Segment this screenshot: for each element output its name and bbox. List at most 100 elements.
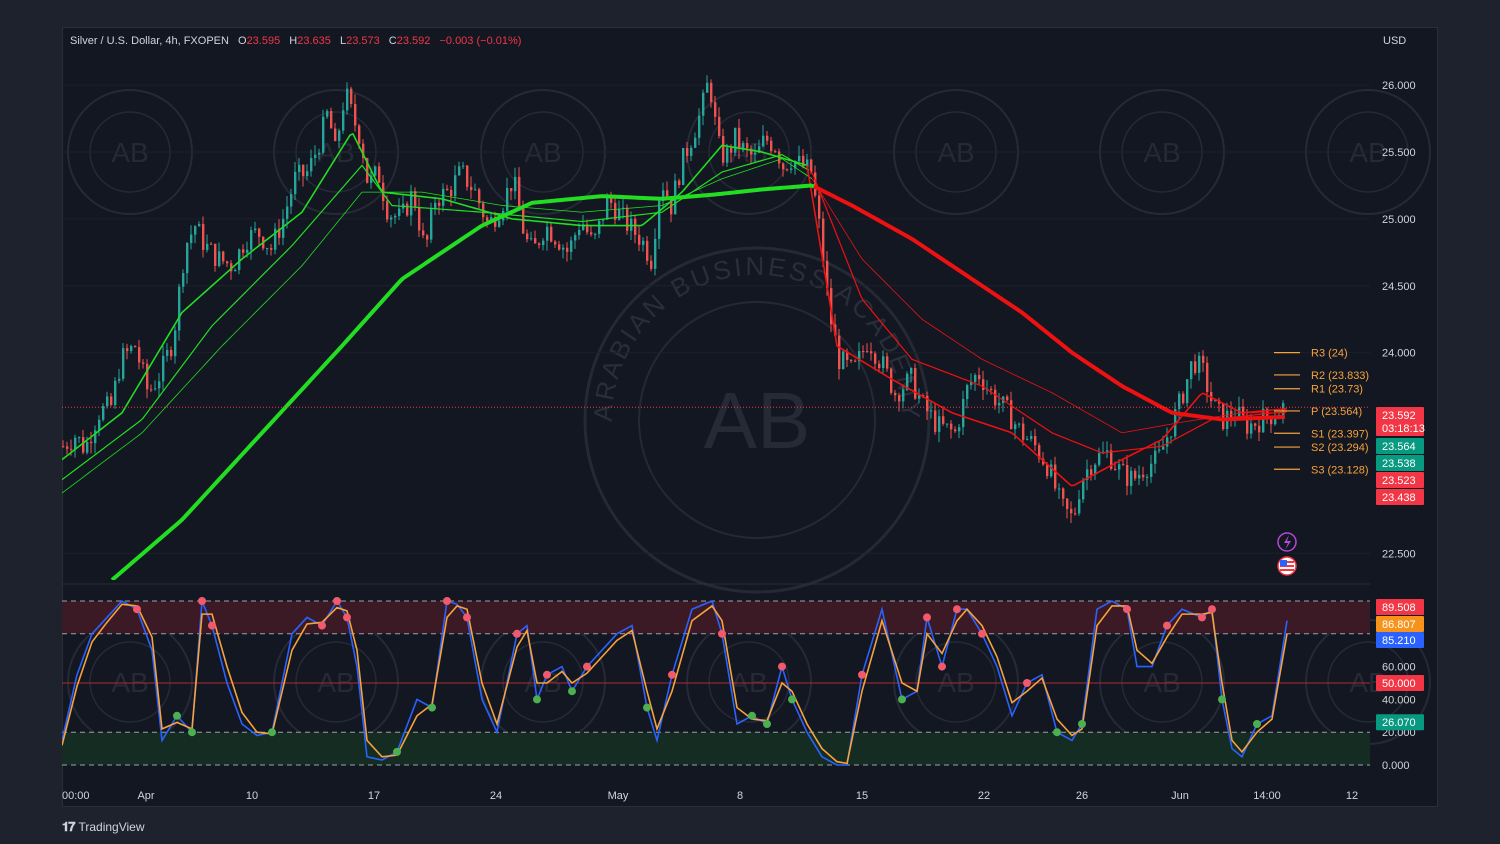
candle xyxy=(650,255,653,272)
candle xyxy=(386,195,389,223)
candles xyxy=(62,75,1285,524)
candle xyxy=(190,225,193,250)
candle xyxy=(666,181,669,199)
candle xyxy=(270,244,273,256)
stochastic-cross-dot xyxy=(198,597,206,605)
candle xyxy=(722,128,725,166)
candle xyxy=(1078,489,1081,516)
ema-slow-down xyxy=(811,178,1286,433)
candle xyxy=(550,223,553,243)
stochastic-cross-dot xyxy=(858,670,866,679)
candle xyxy=(1190,361,1193,389)
candle xyxy=(714,95,717,126)
us-flag-icon[interactable] xyxy=(1277,556,1297,576)
candle xyxy=(310,149,313,177)
badge-countdown: 03:18:13 xyxy=(1382,423,1425,435)
candle xyxy=(458,161,461,177)
candle xyxy=(94,425,97,454)
candle xyxy=(974,373,977,391)
time-tick-label: 15 xyxy=(856,790,868,802)
candle xyxy=(942,406,945,426)
low-value: 23.573 xyxy=(346,35,380,47)
stochastic-cross-dot xyxy=(343,613,351,622)
low-label: L xyxy=(339,35,347,47)
watermark-seal: AB xyxy=(893,619,1019,745)
open-label: O xyxy=(238,35,247,47)
lightning-icon[interactable] xyxy=(1277,532,1297,552)
candle xyxy=(738,118,741,159)
stochastic-cross-dot xyxy=(923,613,931,622)
stochastic-cross-dot xyxy=(268,728,276,737)
pivot-label: R1 (23.73) xyxy=(1311,384,1363,396)
candle xyxy=(114,377,117,409)
candle xyxy=(98,415,101,437)
axis-badge: 26.070 xyxy=(1376,714,1424,731)
candle xyxy=(678,178,681,189)
candle xyxy=(442,183,445,212)
candle xyxy=(226,260,229,268)
candle xyxy=(1030,430,1033,442)
candle xyxy=(410,184,413,226)
candle xyxy=(218,242,221,268)
candle xyxy=(1146,474,1149,487)
candle xyxy=(1150,454,1153,484)
candle xyxy=(426,233,429,248)
candle xyxy=(338,128,341,148)
price-tick-label: 24.000 xyxy=(1382,348,1416,360)
time-tick-label: 24 xyxy=(490,790,502,802)
candle xyxy=(1186,379,1189,407)
candle xyxy=(1074,507,1077,516)
candle xyxy=(438,198,441,215)
candle xyxy=(178,283,181,341)
stochastic-cross-dot xyxy=(513,629,521,638)
candle xyxy=(710,79,713,108)
ema-long-up xyxy=(110,183,815,580)
candle xyxy=(1238,396,1241,420)
candle xyxy=(194,224,197,244)
candle xyxy=(882,350,885,374)
badge-value: 23.438 xyxy=(1382,492,1416,504)
candle xyxy=(1098,447,1101,467)
candle xyxy=(1034,428,1037,452)
candle xyxy=(982,370,985,400)
time-tick-label: 17 xyxy=(368,790,380,802)
candle xyxy=(110,392,113,407)
candle xyxy=(1062,487,1065,507)
stochastic-cross-dot xyxy=(953,605,961,614)
candle xyxy=(390,214,393,228)
candle xyxy=(958,423,961,439)
time-tick-label: 26 xyxy=(1076,790,1088,802)
candle xyxy=(342,102,345,134)
tradingview-logo-icon: 𝟏𝟕 xyxy=(62,819,76,834)
candle xyxy=(1254,422,1257,431)
candle xyxy=(726,143,729,167)
badge-value: 50.000 xyxy=(1382,678,1416,690)
chart-icons[interactable] xyxy=(1277,532,1297,576)
candle xyxy=(1054,456,1057,492)
candle xyxy=(1022,416,1025,446)
candle xyxy=(538,242,541,249)
candle xyxy=(450,185,453,206)
candle xyxy=(462,161,465,170)
tradingview-brand[interactable]: 𝟏𝟕 TradingView xyxy=(62,819,145,835)
candle xyxy=(934,402,937,435)
currency-label: USD xyxy=(1383,35,1406,47)
time-tick-label: May xyxy=(608,790,629,802)
candle xyxy=(378,162,381,184)
candle xyxy=(510,187,513,201)
time-tick-label: 14:00 xyxy=(1253,790,1281,802)
candle xyxy=(1270,416,1273,433)
candle xyxy=(886,352,889,372)
axis-badge: 50.000 xyxy=(1376,675,1424,691)
candle xyxy=(690,145,693,161)
stochastic-cross-dot xyxy=(1208,605,1216,614)
price-tick-label: 22.500 xyxy=(1382,548,1416,560)
candle xyxy=(1142,466,1145,481)
stochastic-tick-label: 60.000 xyxy=(1382,662,1416,674)
brand-label: TradingView xyxy=(78,820,145,834)
candle xyxy=(74,434,77,458)
candle xyxy=(634,214,637,244)
